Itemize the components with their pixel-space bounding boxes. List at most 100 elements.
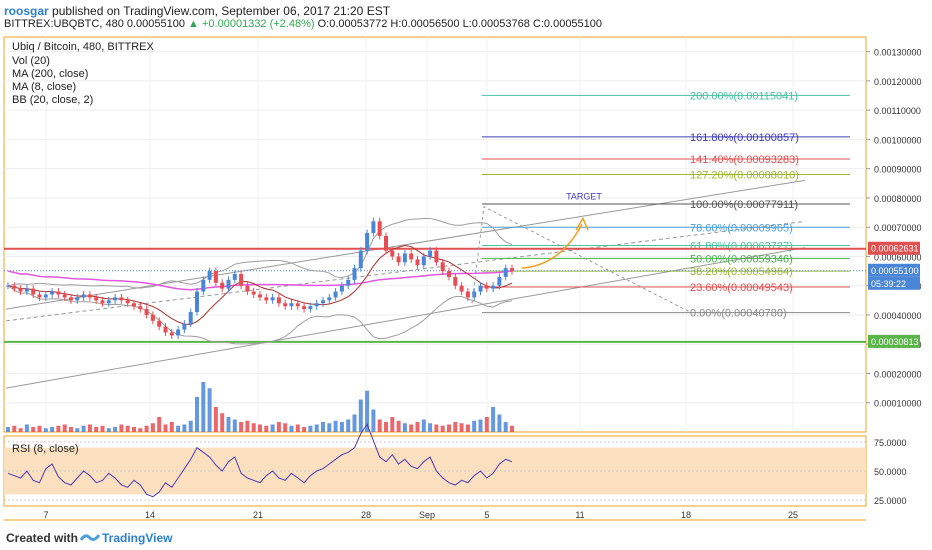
volume-bar	[201, 382, 206, 432]
candle-body	[302, 306, 307, 310]
volume-bar	[251, 423, 256, 432]
time-tick-label: 14	[145, 510, 155, 520]
candle-body	[50, 291, 55, 295]
volume-bar	[106, 428, 111, 432]
fib-level-label: 38.20%(0.00054964)	[690, 266, 793, 278]
rsi-line	[7, 423, 513, 498]
volume-bar	[150, 423, 155, 432]
legend-bb[interactable]: BB (20, close, 2)	[12, 94, 94, 106]
volume-bar	[163, 424, 168, 432]
ohlc-values: O:0.00053772 H:0.00056500 L:0.00053768 C…	[317, 18, 603, 30]
volume-bar	[157, 417, 162, 432]
target-arrow	[521, 223, 583, 269]
candle-body	[510, 268, 514, 272]
volume-bar	[358, 399, 363, 432]
volume-bar	[440, 425, 445, 432]
candle-body	[125, 300, 130, 304]
bb-lower-line	[7, 285, 513, 345]
bb-upper-line	[7, 217, 513, 289]
fib-level-label: 161.80%(0.00100857)	[690, 132, 799, 144]
candle-body	[270, 297, 275, 301]
up-arrow-icon: ▲	[188, 18, 199, 30]
candle-body	[283, 303, 288, 307]
candle-body	[163, 326, 168, 333]
price-tick-label: 0.00130000	[874, 48, 922, 58]
target-label: TARGET	[566, 191, 602, 201]
candle-body	[333, 291, 338, 298]
volume-bar	[346, 419, 351, 432]
candle-body	[144, 309, 149, 315]
price-tick-label: 0.00110000	[874, 106, 921, 116]
fib-level-label: 61.80%(0.00063727)	[690, 241, 793, 253]
legend-rsi[interactable]: RSI (8, close)	[12, 443, 79, 455]
volume-bar	[510, 425, 514, 432]
volume-bar	[428, 423, 433, 432]
symbol-line: BITTREX:UBQBTC, 480 0.00055100 ▲ +0.0000…	[4, 18, 602, 30]
volume-bar	[377, 419, 382, 432]
tradingview-logo-icon[interactable]	[80, 530, 100, 546]
legend-ma8[interactable]: MA (8, close)	[12, 81, 77, 93]
volume-bar	[321, 422, 325, 432]
candle-body	[453, 276, 458, 286]
footer: Created with TradingView	[0, 527, 932, 550]
volume-bar	[365, 390, 370, 432]
legend-title[interactable]: Ubiq / Bitcoin, 480, BITTREX	[12, 41, 154, 53]
candle-body	[295, 303, 300, 307]
time-tick-label: 18	[681, 510, 691, 520]
candle-body	[245, 285, 250, 292]
candle-body	[220, 282, 225, 289]
candle-body	[428, 250, 433, 257]
price-change: +0.00001332 (+2.48%)	[202, 18, 315, 30]
candle-body	[409, 253, 414, 260]
candle-body	[377, 221, 382, 236]
candle-body	[81, 294, 86, 298]
fib-level-label: 50.00%(0.00059346)	[690, 253, 793, 265]
volume-bar	[119, 424, 124, 432]
volume-bar	[447, 424, 451, 432]
candle-body	[188, 312, 193, 324]
legend-ma200[interactable]: MA (200, close)	[12, 68, 89, 80]
volume-bar	[113, 427, 118, 432]
volume-bar	[195, 397, 199, 432]
volume-bar	[283, 423, 288, 432]
volume-bar	[239, 422, 244, 432]
tradingview-brand[interactable]: TradingView	[102, 531, 173, 545]
volume-bar	[302, 427, 307, 432]
volume-bar	[270, 424, 275, 432]
candle-body	[213, 271, 218, 283]
volume-bar	[308, 425, 313, 432]
candle-body	[182, 323, 187, 330]
volume-bar	[314, 424, 319, 432]
volume-bar	[226, 417, 231, 432]
candle-body	[472, 291, 477, 298]
candle-body	[251, 291, 256, 295]
volume-bar	[497, 414, 502, 432]
candle-body	[478, 285, 483, 292]
volume-bar	[182, 424, 187, 432]
candle-body	[346, 279, 351, 286]
volume-bar	[18, 428, 23, 432]
candle-body	[18, 288, 23, 292]
volume-bar	[144, 425, 149, 432]
time-tick-label: 7	[43, 510, 48, 520]
candle-body	[276, 297, 281, 304]
publish-line: roosgar published on TradingView.com, Se…	[4, 4, 390, 18]
volume-bar	[50, 427, 55, 432]
volume-bar	[138, 428, 143, 432]
candle-body	[113, 297, 118, 301]
candle-body	[56, 291, 61, 295]
time-tick-label: 11	[575, 510, 584, 520]
price-tick-label: 0.00060000	[874, 252, 922, 262]
candle-body	[402, 253, 407, 263]
candle-body	[415, 259, 420, 266]
published-text: published on TradingView.com, September …	[52, 4, 391, 18]
volume-bar	[409, 424, 414, 432]
price-tick-label: 0.00120000	[874, 77, 922, 87]
candle-body	[157, 320, 162, 327]
price-tick-label: 0.00010000	[874, 399, 922, 409]
legend-vol[interactable]: Vol (20)	[12, 55, 50, 67]
volume-bar	[327, 423, 332, 432]
volume-bar	[421, 419, 426, 432]
author-link[interactable]: roosgar	[4, 4, 49, 18]
volume-bar	[213, 407, 218, 432]
